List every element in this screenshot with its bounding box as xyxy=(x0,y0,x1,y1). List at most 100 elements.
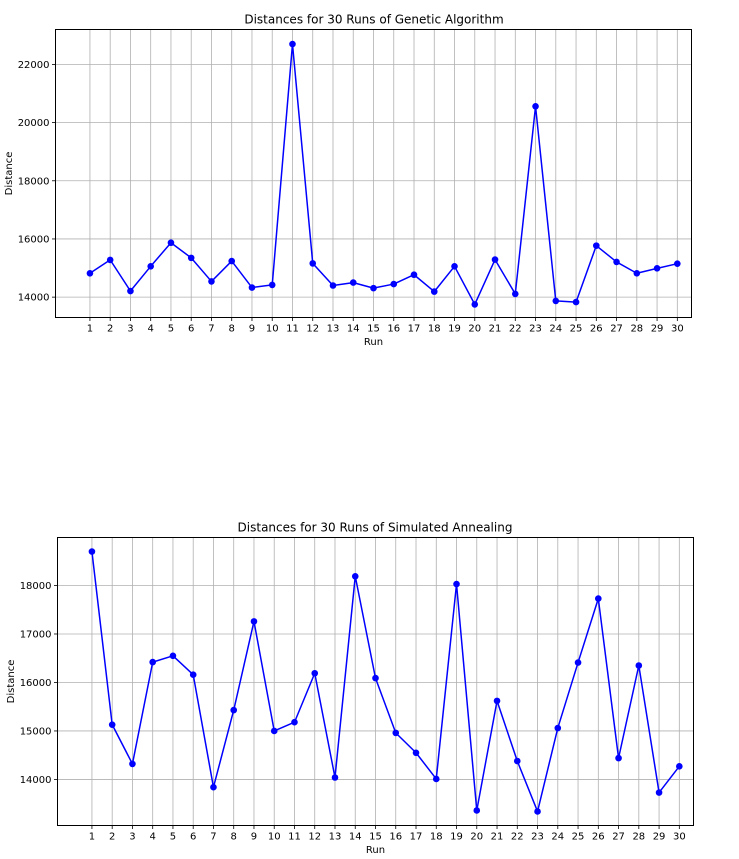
data-point xyxy=(473,807,481,814)
data-point xyxy=(108,721,116,728)
x-tick-label: 5 xyxy=(170,832,176,843)
x-tick-label: 16 xyxy=(387,324,400,335)
data-point xyxy=(412,749,420,757)
x-tick-label: 1 xyxy=(89,832,95,843)
x-tick-label: 27 xyxy=(612,832,625,843)
x-tick-label: 21 xyxy=(491,832,504,843)
x-tick-label: 26 xyxy=(592,832,605,843)
x-tick-label: 12 xyxy=(308,832,321,843)
data-point xyxy=(187,254,195,262)
x-tick-label: 19 xyxy=(448,324,461,335)
x-tick-label: 12 xyxy=(306,324,319,335)
x-ticks: 1 2 3 4 5 6 7 8 9 10 11 12 13 14 15 16 17 18 19 20 21 22 23 24 2… xyxy=(89,825,686,843)
x-tick-label: 2 xyxy=(107,324,113,335)
y-tick-label: 18000 xyxy=(20,581,52,592)
x-tick-label: 4 xyxy=(150,832,156,843)
x-tick-label: 7 xyxy=(210,832,216,843)
data-point xyxy=(349,279,357,286)
data-series xyxy=(88,548,683,815)
x-tick-label: 30 xyxy=(671,324,684,335)
data-point xyxy=(210,783,217,791)
data-point xyxy=(311,669,319,677)
data-point xyxy=(613,258,620,266)
chart-title: Distances for 30 Runs of Simulated Annea… xyxy=(238,521,513,535)
y-tick-label: 16000 xyxy=(18,234,50,245)
x-tick-label: 19 xyxy=(450,832,463,843)
data-point xyxy=(635,662,643,669)
data-point xyxy=(331,774,339,781)
data-point xyxy=(309,260,317,267)
x-axis-label: Run xyxy=(364,337,383,348)
x-tick-label: 21 xyxy=(489,324,502,335)
data-point xyxy=(554,724,562,732)
data-point xyxy=(370,284,377,292)
data-point xyxy=(471,301,479,308)
x-tick-label: 6 xyxy=(188,324,194,335)
data-point xyxy=(291,718,298,726)
data-point xyxy=(574,659,582,666)
x-tick-label: 13 xyxy=(329,832,342,843)
x-tick-label: 18 xyxy=(428,324,441,335)
y-tick-label: 14000 xyxy=(20,775,52,786)
x-tick-label: 9 xyxy=(251,832,257,843)
x-tick-label: 10 xyxy=(266,324,279,335)
data-point xyxy=(147,263,154,270)
chart-title: Distances for 30 Runs of Genetic Algorit… xyxy=(244,13,503,27)
x-tick-label: 8 xyxy=(229,324,235,335)
x-tick-label: 13 xyxy=(327,324,340,335)
x-tick-label: 28 xyxy=(632,832,645,843)
data-point xyxy=(534,808,541,815)
y-axis-label: Distance xyxy=(4,152,15,196)
data-point xyxy=(86,269,94,277)
y-tick-label: 18000 xyxy=(18,176,50,187)
grid xyxy=(57,537,694,826)
data-point xyxy=(248,284,256,291)
x-tick-label: 29 xyxy=(653,832,666,843)
grid xyxy=(55,29,692,318)
y-ticks: 14000 15000 16000 17000 18000 xyxy=(20,581,58,786)
y-tick-label: 17000 xyxy=(20,629,52,640)
x-tick-label: 2 xyxy=(109,832,115,843)
data-point xyxy=(410,271,418,279)
x-tick-label: 24 xyxy=(549,324,562,335)
data-point xyxy=(453,580,460,588)
data-point xyxy=(676,763,683,770)
x-tick-label: 28 xyxy=(630,324,643,335)
data-point xyxy=(390,280,398,288)
y-tick-label: 20000 xyxy=(18,118,50,129)
x-tick-label: 24 xyxy=(551,832,564,843)
data-point xyxy=(593,242,600,249)
data-point xyxy=(208,278,215,285)
data-point xyxy=(329,282,337,289)
x-tick-label: 27 xyxy=(610,324,623,335)
x-tick-label: 11 xyxy=(286,324,299,335)
x-tick-label: 22 xyxy=(509,324,522,335)
data-point xyxy=(268,281,276,289)
genetic-algorithm-chart: Distances for 30 Runs of Genetic Algorit… xyxy=(4,13,692,348)
x-tick-label: 23 xyxy=(529,324,542,335)
data-point xyxy=(430,288,438,295)
y-tick-label: 22000 xyxy=(18,60,50,71)
x-tick-label: 23 xyxy=(531,832,544,843)
data-point xyxy=(392,729,400,737)
x-tick-label: 8 xyxy=(231,832,237,843)
data-point xyxy=(167,239,175,247)
simulated-annealing-chart: Distances for 30 Runs of Simulated Annea… xyxy=(6,521,694,856)
x-tick-label: 10 xyxy=(268,832,281,843)
data-point xyxy=(129,760,136,768)
data-point xyxy=(169,652,177,660)
y-tick-label: 16000 xyxy=(20,678,52,689)
y-axis-label: Distance xyxy=(6,660,17,704)
x-tick-label: 15 xyxy=(367,324,380,335)
x-tick-label: 17 xyxy=(408,324,421,335)
x-tick-label: 15 xyxy=(369,832,382,843)
data-point xyxy=(149,658,156,666)
data-point xyxy=(189,671,197,679)
data-point xyxy=(230,706,238,714)
data-point xyxy=(88,548,96,555)
data-point xyxy=(289,40,296,48)
data-point xyxy=(572,298,580,306)
data-point xyxy=(228,257,236,265)
y-ticks: 14000 16000 18000 20000 22000 xyxy=(18,60,56,304)
x-tick-label: 14 xyxy=(349,832,362,843)
